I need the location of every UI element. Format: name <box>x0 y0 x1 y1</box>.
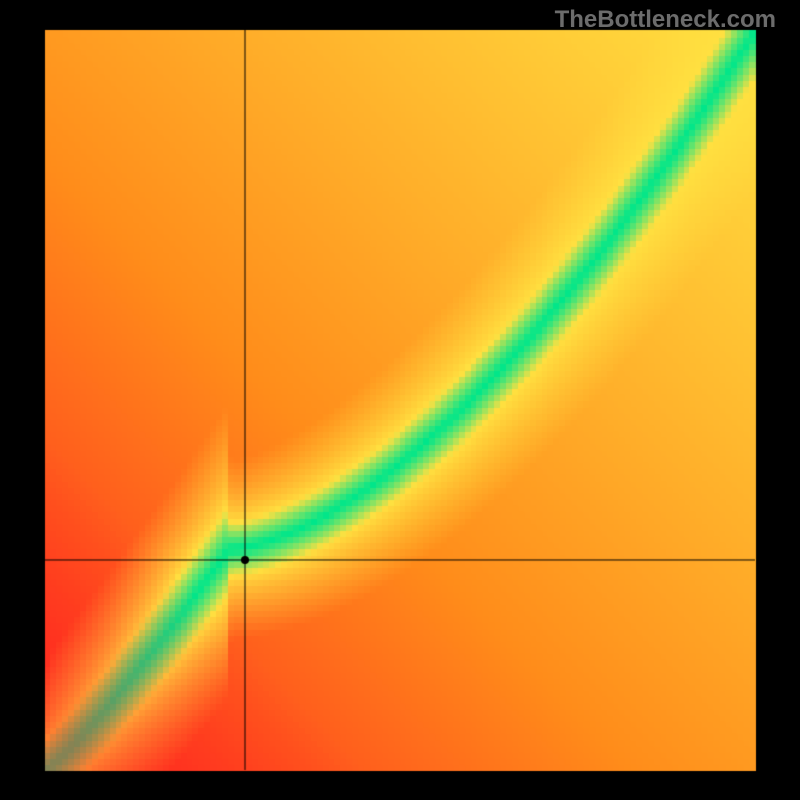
chart-container: TheBottleneck.com <box>0 0 800 800</box>
watermark-text: TheBottleneck.com <box>555 6 776 34</box>
heatmap-canvas <box>0 0 800 800</box>
